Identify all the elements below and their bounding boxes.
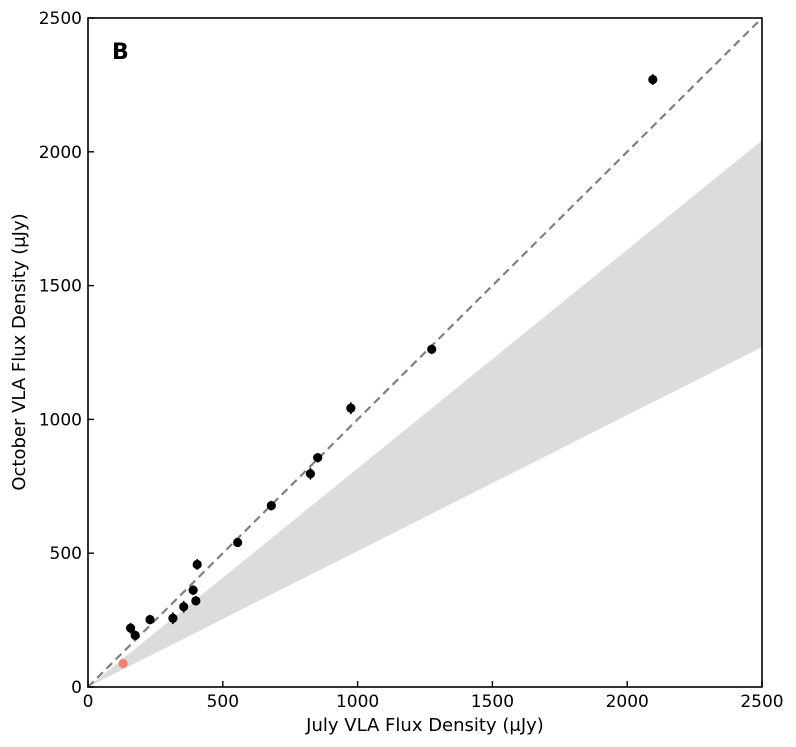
data-point [191, 596, 201, 606]
data-point [179, 600, 189, 613]
point-marker [266, 500, 276, 511]
data-point [266, 500, 276, 511]
point-marker [168, 613, 178, 623]
point-marker [188, 585, 198, 595]
data-point [130, 630, 140, 641]
y-tick-label: 0 [71, 678, 82, 698]
point-marker [130, 630, 140, 640]
point-marker [305, 469, 316, 479]
point-marker [346, 403, 356, 413]
y-tick-label: 2000 [39, 143, 82, 163]
x-tick-label: 1000 [336, 692, 379, 712]
y-tick-label: 1000 [39, 410, 82, 430]
data-point [427, 344, 437, 355]
point-marker [145, 614, 155, 625]
point-marker [192, 559, 202, 570]
y-tick-label: 2500 [39, 9, 82, 29]
point-marker [118, 658, 128, 669]
point-marker [233, 537, 243, 548]
data-points-layer [118, 74, 658, 669]
point-marker [313, 453, 323, 463]
shaded-band-layer [88, 140, 762, 687]
x-tick-label: 2500 [740, 692, 783, 712]
point-marker [648, 74, 658, 85]
point-marker [191, 596, 201, 606]
point-marker [179, 602, 189, 612]
data-point [305, 467, 316, 480]
data-point [188, 585, 198, 595]
data-point [125, 622, 136, 634]
panel-label: B [112, 40, 129, 65]
data-point [192, 559, 202, 570]
x-tick-label: 2000 [606, 692, 649, 712]
shaded-band [88, 140, 762, 687]
reference-line [87, 17, 763, 688]
reference-line-layer [87, 17, 763, 688]
plot-frame [87, 17, 763, 688]
data-point [168, 612, 178, 625]
x-axis-label: July VLA Flux Density (μJy) [305, 715, 544, 736]
point-marker [427, 344, 437, 354]
data-point [313, 452, 323, 463]
data-point [648, 74, 658, 85]
data-point [118, 658, 128, 669]
x-tick-label: 1500 [471, 692, 514, 712]
x-tick-label: 0 [83, 692, 94, 712]
axes-layer: 0 500 1000 1500 2000 2500 0 500 1000 1500 2000 2500 [39, 9, 784, 712]
y-axis-label: October VLA Flux Density (μJy) [9, 213, 30, 490]
data-point [233, 537, 243, 548]
x-tick-label: 500 [207, 692, 239, 712]
data-point [145, 614, 155, 625]
y-tick-label: 1500 [39, 277, 82, 297]
data-point [346, 402, 356, 415]
point-marker [125, 623, 136, 633]
y-tick-label: 500 [50, 544, 82, 564]
